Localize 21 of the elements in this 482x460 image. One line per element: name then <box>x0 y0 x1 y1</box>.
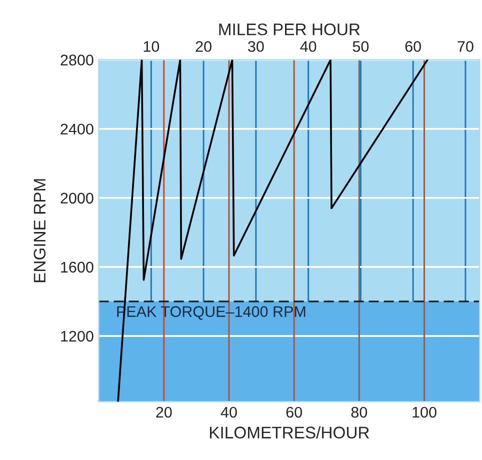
x-axis-title: KILOMETRES/HOUR <box>210 426 369 438</box>
x2-tick-label: 20 <box>196 41 212 52</box>
x2-tick-label: 50 <box>352 41 369 52</box>
x2-tick-label: 30 <box>248 41 264 52</box>
x2-tick-label: 40 <box>300 41 316 52</box>
x-tick-label: 40 <box>220 406 237 418</box>
x2-tick-label: 10 <box>144 41 160 52</box>
y-tick-label: 1200 <box>61 330 94 342</box>
x2-axis-title: MILES PER HOUR <box>219 24 360 36</box>
x2-tick-label: 70 <box>458 41 474 52</box>
x-tick-label: 80 <box>351 406 368 418</box>
y-axis-title: ENGINE RPM <box>34 179 46 282</box>
y-tick-label: 2000 <box>60 192 94 204</box>
y-tick-label: 1600 <box>61 262 94 273</box>
y-tick-label: 2400 <box>60 124 94 135</box>
line-series <box>117 60 428 402</box>
x2-tick-label: 60 <box>405 41 421 52</box>
x-tick-label: 100 <box>412 406 436 418</box>
y-tick-label: 2800 <box>60 54 94 66</box>
x-tick-label: 20 <box>156 406 172 418</box>
x-tick-label: 60 <box>286 406 302 418</box>
